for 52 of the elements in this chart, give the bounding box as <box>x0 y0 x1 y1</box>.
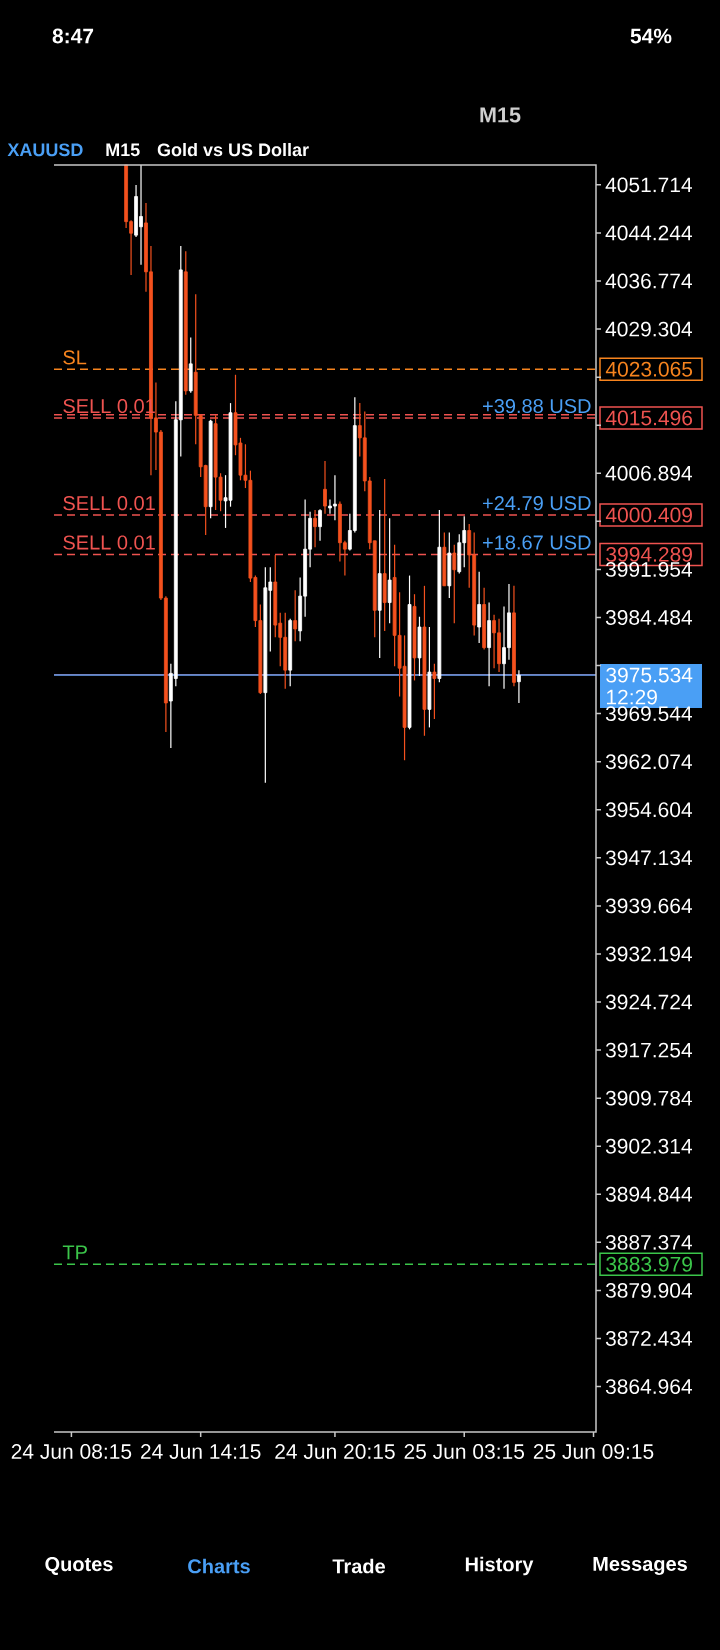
annotation: TP <box>62 1245 87 1260</box>
annotation: +24.79 USD <box>483 496 591 511</box>
y-tick-label: 3991.954 <box>605 561 692 577</box>
annotation: SL <box>63 350 87 365</box>
y-tick-label: 3909.784 <box>605 1090 692 1106</box>
y-tick-label: 3902.314 <box>605 1138 692 1154</box>
text: M15 <box>480 107 521 123</box>
y-tick-label: 3962.074 <box>605 754 692 770</box>
x-tick-label: 24 Jun 08:15 <box>11 1444 132 1459</box>
ref-line-label: 3994.289 <box>606 546 692 562</box>
text: History <box>465 1556 534 1576</box>
text: 8:47 <box>52 28 94 44</box>
annotation: SELL 0.01 <box>63 496 155 511</box>
y-tick-label: 4006.894 <box>605 465 692 481</box>
x-tick-label: 24 Jun 14:15 <box>141 1444 261 1459</box>
y-tick-label: 4036.774 <box>605 273 692 289</box>
text: Charts <box>188 1558 250 1574</box>
ref-line-label: 4023.065 <box>605 361 693 377</box>
y-tick-label: 3864.964 <box>605 1379 692 1394</box>
y-tick-label: 3924.724 <box>605 994 692 1010</box>
ref-line-label: 3883.979 <box>606 1256 692 1272</box>
y-tick-label: 4029.304 <box>605 321 692 337</box>
y-tick-label: 3917.254 <box>605 1042 692 1058</box>
x-tick-label: 25 Jun 03:15 <box>404 1444 525 1459</box>
text: 12:29 <box>607 689 657 705</box>
y-tick-label: 3894.844 <box>605 1186 692 1202</box>
chart-subtitle: Gold vs US Dollar <box>157 142 309 157</box>
x-tick-label: 24 Jun 20:15 <box>275 1444 395 1459</box>
y-tick-label: 3887.374 <box>605 1234 692 1250</box>
y-tick-label: 4051.714 <box>605 177 692 193</box>
chart-title: XAUUSD <box>7 143 83 157</box>
y-tick-label: 3879.904 <box>605 1283 692 1298</box>
y-tick-label: 3954.604 <box>605 802 692 818</box>
y-tick-label: 4044.244 <box>605 225 692 241</box>
y-tick-label: 3939.664 <box>605 898 692 914</box>
y-tick-label: 3947.134 <box>605 850 692 866</box>
y-tick-label: 3932.194 <box>605 946 692 962</box>
text: M15 <box>106 143 140 157</box>
ref-line-label: 4015.496 <box>605 410 693 426</box>
annotation: +18.67 USD <box>483 535 591 550</box>
y-tick-label: 3969.544 <box>605 706 692 722</box>
text: Messages <box>593 1557 687 1576</box>
text: 54% <box>630 28 672 44</box>
y-tick-label: 3984.484 <box>605 610 692 625</box>
annotation: SELL 0.01 <box>63 535 155 550</box>
text: Quotes <box>45 1557 113 1575</box>
annotation: +39.88 USD <box>483 398 591 414</box>
text: Trade <box>332 1558 386 1574</box>
ref-line-label: 4000.409 <box>605 507 692 523</box>
y-tick-label: 3872.434 <box>605 1331 692 1346</box>
ref-line-label: 3975.534 <box>606 667 693 683</box>
x-tick-label: 25 Jun 09:15 <box>533 1444 654 1459</box>
